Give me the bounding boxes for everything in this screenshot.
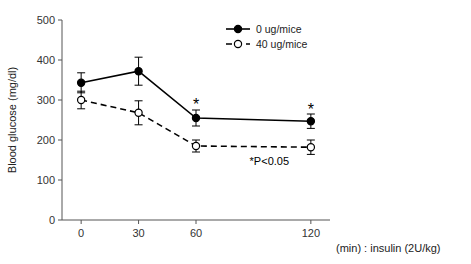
point: [78, 79, 85, 86]
point: [307, 144, 314, 151]
y-tick: [58, 100, 62, 101]
error-bar: [77, 73, 85, 93]
y-tick-label: 100: [37, 174, 55, 186]
significance-mark: *: [193, 96, 199, 113]
y-tick: [58, 140, 62, 141]
point: [192, 142, 199, 149]
error-bar: [135, 101, 143, 125]
error-bar: [77, 91, 85, 109]
point: [135, 68, 142, 75]
point: [78, 96, 85, 103]
y-tick-label: 0: [49, 214, 55, 226]
legend-item: 40 ug/mice: [226, 38, 308, 50]
x-tick-label: 60: [190, 227, 202, 239]
legend: 0 ug/mice 40 ug/mice: [226, 23, 308, 50]
annotation: *P<0.05: [250, 155, 289, 167]
x-tick: [310, 220, 311, 224]
y-axis-label: Blood glucose (mg/dl): [6, 67, 18, 173]
y-tick: [58, 220, 62, 221]
x-axis-label: (min) : insulin (2U/kg): [336, 242, 441, 254]
y-tick-label: 500: [37, 14, 55, 26]
legend-swatch-marker: [234, 25, 241, 32]
y-tick-label: 400: [37, 54, 55, 66]
point: [307, 118, 314, 125]
x-tick: [138, 220, 139, 224]
y-tick-label: 200: [37, 134, 55, 146]
error-bar: [192, 140, 200, 152]
chart: 0 100 200 300 400 500 0 30 60 120 Blood glucose (m…: [0, 0, 471, 264]
legend-swatch-marker: [234, 40, 241, 47]
y-tick-label: 300: [37, 94, 55, 106]
x-tick: [81, 220, 82, 224]
point: [135, 109, 142, 116]
legend-item: 0 ug/mice: [226, 23, 302, 35]
legend-label: 0 ug/mice: [256, 23, 302, 35]
error-bar: [307, 140, 315, 154]
plot-area: [77, 57, 315, 154]
legend-label: 40 ug/mice: [256, 38, 308, 50]
y-tick: [58, 60, 62, 61]
x-tick-label: 0: [78, 227, 84, 239]
y-tick: [58, 20, 62, 21]
x-tick: [196, 220, 197, 224]
y-tick: [58, 180, 62, 181]
point: [192, 114, 199, 121]
x-tick-label: 120: [302, 227, 320, 239]
significance-mark: *: [308, 101, 314, 118]
y-axis-line: [62, 20, 63, 220]
error-bar: [135, 57, 143, 85]
x-tick-label: 30: [132, 227, 144, 239]
